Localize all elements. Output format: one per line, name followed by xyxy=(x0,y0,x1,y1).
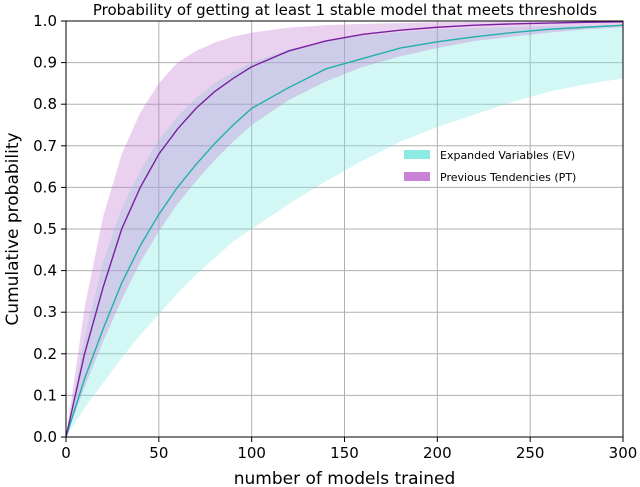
y-tick-label: 0.9 xyxy=(33,54,57,72)
confidence-bands xyxy=(66,21,623,437)
x-tick-label: 150 xyxy=(330,444,359,462)
mean-lines xyxy=(65,21,624,438)
y-tick-label: 0.7 xyxy=(33,137,57,155)
y-tick-label: 0.5 xyxy=(33,220,57,238)
y-tick-label: 0.3 xyxy=(33,303,57,321)
y-tick-label: 0.1 xyxy=(33,386,57,404)
y-tick-label: 1.0 xyxy=(33,12,57,30)
x-tick-label: 300 xyxy=(609,444,638,462)
y-tick-label: 0.0 xyxy=(33,428,57,446)
x-tick-label: 0 xyxy=(61,444,71,462)
x-tick-label: 50 xyxy=(149,444,168,462)
y-tick-label: 0.2 xyxy=(33,345,57,363)
y-tick-label: 0.4 xyxy=(33,262,57,280)
legend-label-ev: Expanded Variables (EV) xyxy=(440,149,575,162)
mean-line-pt xyxy=(65,21,624,438)
y-tick-label: 0.8 xyxy=(33,95,57,113)
x-tick-label: 200 xyxy=(423,444,452,462)
legend-swatch-pt xyxy=(404,172,430,181)
legend-label-pt: Previous Tendencies (PT) xyxy=(440,171,576,184)
x-axis-label: number of models trained xyxy=(234,469,456,487)
legend-swatch-ev xyxy=(404,150,430,159)
mean-line-ev xyxy=(65,24,624,438)
legend: Expanded Variables (EV) Previous Tendenci… xyxy=(404,149,576,184)
y-tick-label: 0.6 xyxy=(33,178,57,196)
x-tick-label: 250 xyxy=(516,444,545,462)
y-axis-label: Cumulative probability xyxy=(3,132,23,325)
axis-ticks: 0 50 100 150 200 250 300 0.0 0.1 0.2 0.3 0.4 0.5 0.6 0… xyxy=(33,12,637,462)
band-ev xyxy=(66,25,623,437)
x-tick-label: 100 xyxy=(237,444,266,462)
chart-title: Probability of getting at least 1 stable… xyxy=(93,1,597,19)
band-pt xyxy=(66,21,623,437)
